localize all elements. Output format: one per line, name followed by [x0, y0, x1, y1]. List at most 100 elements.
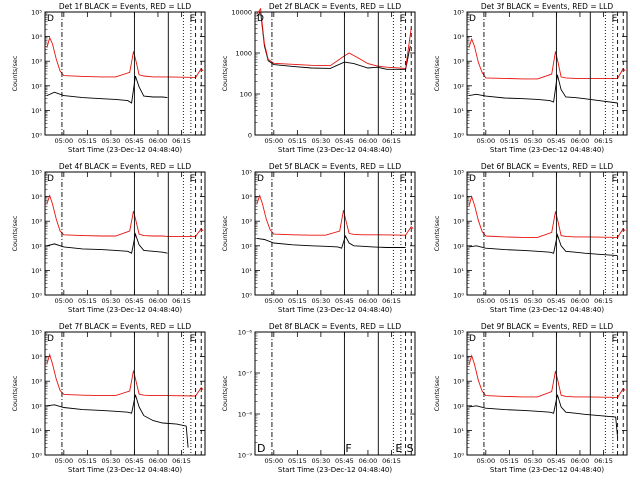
- y-tick-label: 10⁻⁶: [238, 329, 253, 337]
- x-tick-label: 05:15: [78, 457, 97, 465]
- marker-letter: D: [257, 174, 264, 184]
- y-tick-label: 10⁻⁷: [238, 370, 253, 378]
- series-line-lld: [46, 353, 204, 397]
- plot-frame: [254, 171, 416, 296]
- series-line-lld: [468, 37, 626, 80]
- marker-letter: D: [47, 14, 54, 24]
- marker-letter: F: [345, 442, 351, 455]
- series-line-events: [468, 233, 618, 257]
- y-tick-label: 10²: [453, 82, 464, 90]
- x-tick-label: 05:45: [547, 457, 566, 465]
- y-tick-label: 10¹: [31, 427, 42, 435]
- plot-title: Det 7f BLACK = Events, RED = LLD: [59, 322, 192, 331]
- x-tick-label: 05:30: [102, 457, 121, 465]
- y-tick-label: 10³: [31, 378, 42, 386]
- x-tick-label: 06:00: [149, 137, 168, 145]
- panel-det-2: Det 2f BLACK = Events, RED = LLD Counts/s…: [221, 2, 416, 154]
- x-tick-label: 05:00: [476, 137, 495, 145]
- y-tick-label: 10⁴: [31, 33, 42, 41]
- series-line-events: [468, 394, 619, 438]
- y-tick-label: 10⁵: [453, 329, 464, 337]
- x-tick-label: 06:15: [382, 137, 401, 145]
- y-tick-label: 10¹: [453, 427, 464, 435]
- y-tick-label: 10²: [31, 402, 42, 410]
- marker-letter: D: [469, 174, 476, 184]
- marker-letter: E: [400, 14, 406, 24]
- marker-letter: E: [612, 174, 618, 184]
- panel-det-9: Det 9f BLACK = Events, RED = LLD Counts/s…: [433, 322, 628, 474]
- plot-frame: [254, 331, 416, 456]
- y-tick-label: 10⁻⁹: [238, 452, 253, 460]
- y-tick-label: 10¹: [31, 267, 42, 275]
- y-tick-label: 10¹: [241, 267, 252, 275]
- marker-letter: D: [257, 442, 265, 455]
- y-tick-label: 10³: [241, 218, 252, 226]
- x-tick-label: 05:00: [264, 297, 283, 305]
- series-line-lld: [256, 7, 412, 69]
- y-tick-label: 10⁵: [31, 329, 42, 337]
- y-axis-label: Counts/sec: [11, 375, 19, 411]
- x-tick-label: 05:00: [54, 297, 73, 305]
- plot-frame: [44, 331, 206, 456]
- series-line-events: [46, 75, 168, 104]
- marker-letter: E: [190, 14, 196, 24]
- y-tick-label: 10²: [453, 402, 464, 410]
- y-axis-label: Counts/sec: [11, 55, 19, 91]
- x-tick-label: 06:15: [594, 137, 613, 145]
- plot-frame: [44, 171, 206, 296]
- series-line-lld: [256, 194, 414, 236]
- x-tick-label: 06:15: [594, 297, 613, 305]
- x-axis-label: Start Time (23-Dec-12 04:48:40): [278, 146, 392, 154]
- panel-det-3: Det 3f BLACK = Events, RED = LLD Counts/s…: [433, 2, 628, 154]
- marker-letter: E: [612, 334, 618, 344]
- plot-frame: [466, 11, 628, 136]
- y-axis-label: Counts/sec: [11, 215, 19, 251]
- x-tick-label: 05:45: [125, 297, 144, 305]
- x-tick-label: 05:00: [476, 297, 495, 305]
- y-tick-label: 10³: [453, 58, 464, 66]
- plot-title: Det 8f BLACK = Events, RED = LLD: [269, 322, 402, 331]
- y-tick-label: 10³: [453, 378, 464, 386]
- panel-det-6: Det 6f BLACK = Events, RED = LLD Counts/s…: [433, 162, 628, 314]
- x-tick-label: 05:15: [500, 297, 519, 305]
- y-axis-label: Counts/sec: [433, 375, 441, 411]
- y-tick-label: 10³: [31, 218, 42, 226]
- x-tick-label: 06:00: [571, 457, 590, 465]
- y-tick-label: 10⁰: [453, 452, 464, 460]
- y-tick-label: 10⁰: [31, 132, 42, 140]
- x-tick-label: 06:15: [172, 457, 191, 465]
- series-line-lld: [46, 36, 204, 78]
- y-tick-label: 10¹: [453, 267, 464, 275]
- series-line-events: [468, 74, 618, 104]
- y-tick-label: 10³: [31, 58, 42, 66]
- y-tick-label: 10³: [453, 218, 464, 226]
- x-axis-label: Start Time (23-Dec-12 04:48:40): [68, 306, 182, 314]
- x-tick-label: 05:00: [54, 137, 73, 145]
- x-tick-label: 06:15: [382, 457, 401, 465]
- x-tick-label: 06:00: [359, 457, 378, 465]
- x-axis-label: Start Time (23-Dec-12 04:48:40): [490, 146, 604, 154]
- y-axis-label: Counts/sec: [433, 55, 441, 91]
- marker-letter: D: [469, 334, 476, 344]
- y-tick-label: 10⁴: [31, 353, 42, 361]
- y-tick-label: 10²: [31, 82, 42, 90]
- x-axis-label: Start Time (23-Dec-12 04:48:40): [278, 306, 392, 314]
- marker-letter: D: [47, 174, 54, 184]
- x-tick-label: 05:30: [524, 457, 543, 465]
- plot-frame: [466, 331, 628, 456]
- x-tick-label: 05:15: [500, 457, 519, 465]
- plot-title: Det 4f BLACK = Events, RED = LLD: [59, 162, 192, 171]
- x-tick-label: 05:30: [524, 297, 543, 305]
- series-line-events: [256, 10, 411, 70]
- x-tick-label: 06:15: [382, 297, 401, 305]
- y-tick-label: 100: [240, 91, 252, 99]
- y-tick-label: 10⁵: [31, 169, 42, 177]
- plot-title: Det 6f BLACK = Events, RED = LLD: [481, 162, 614, 171]
- x-tick-label: 06:00: [571, 297, 590, 305]
- series-line-events: [256, 234, 406, 249]
- panel-det-4: Det 4f BLACK = Events, RED = LLD Counts/s…: [11, 162, 206, 314]
- y-tick-label: 1000: [235, 50, 252, 58]
- marker-letter: D: [469, 14, 476, 24]
- x-tick-label: 05:45: [335, 457, 354, 465]
